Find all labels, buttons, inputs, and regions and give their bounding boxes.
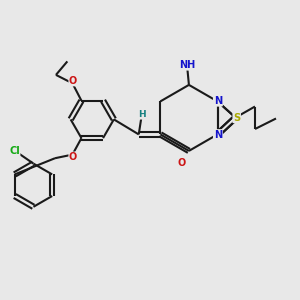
- Text: O: O: [69, 76, 77, 86]
- Text: N: N: [213, 96, 222, 106]
- Text: N: N: [214, 130, 222, 140]
- Text: Cl: Cl: [9, 146, 20, 156]
- Text: S: S: [233, 112, 240, 123]
- Text: N: N: [214, 96, 222, 106]
- Text: S: S: [233, 112, 240, 123]
- Text: N: N: [214, 130, 222, 140]
- Text: O: O: [177, 158, 185, 168]
- Text: N: N: [214, 96, 222, 106]
- Text: O: O: [177, 158, 185, 168]
- Text: H: H: [139, 110, 146, 119]
- Text: N: N: [213, 130, 222, 140]
- Text: O: O: [69, 152, 77, 162]
- Text: NH: NH: [179, 60, 196, 70]
